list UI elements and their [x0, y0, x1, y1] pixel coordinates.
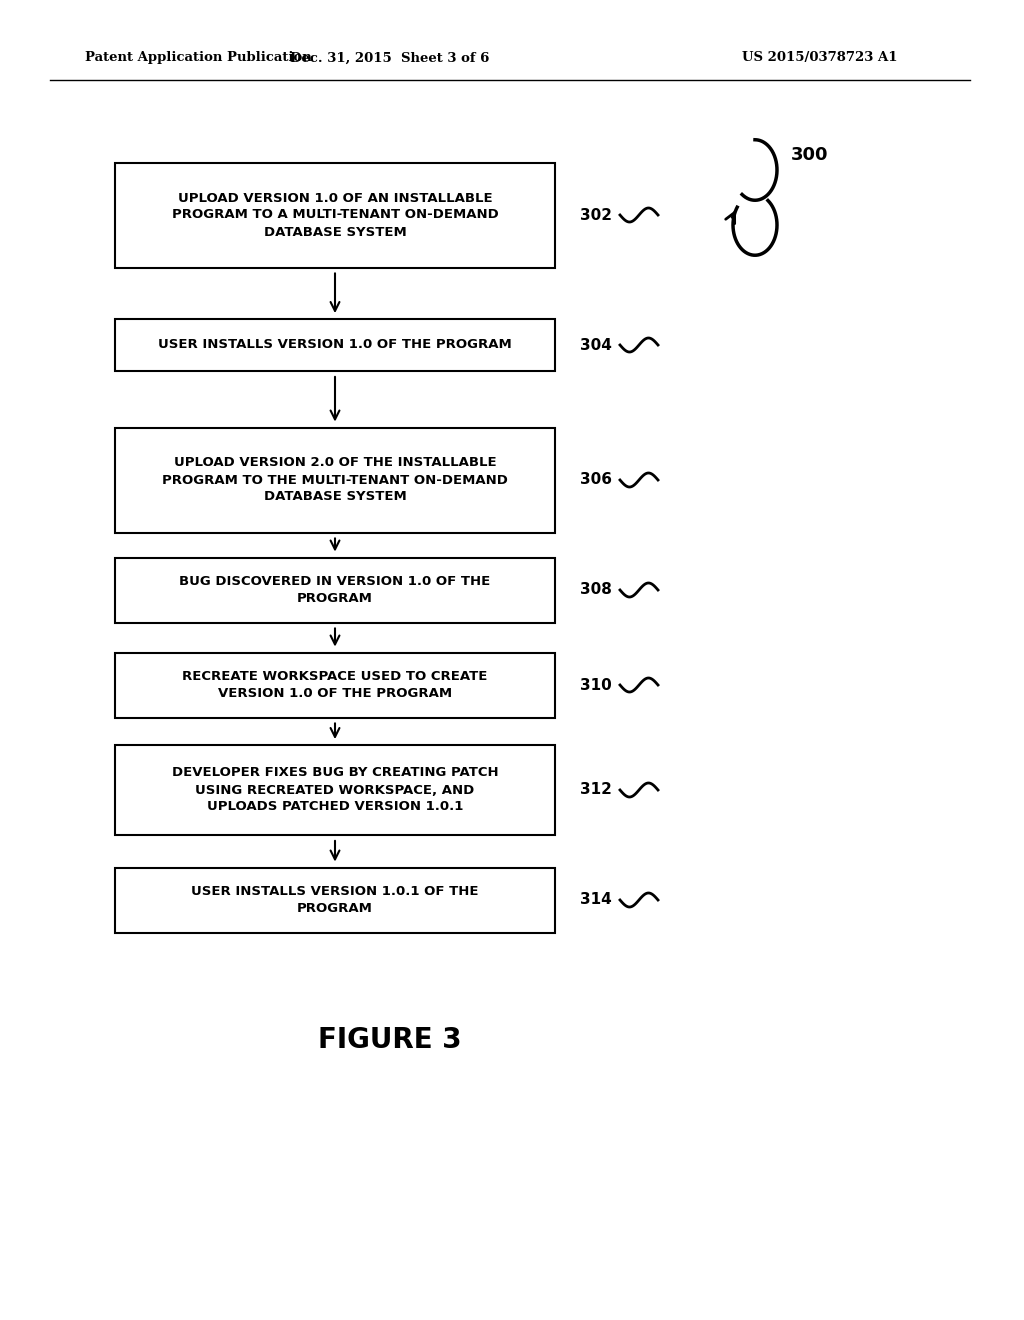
- Text: USER INSTALLS VERSION 1.0.1 OF THE: USER INSTALLS VERSION 1.0.1 OF THE: [191, 884, 479, 898]
- Text: Patent Application Publication: Patent Application Publication: [85, 51, 311, 65]
- Bar: [115, 652, 555, 718]
- Bar: [115, 867, 555, 932]
- Text: DEVELOPER FIXES BUG BY CREATING PATCH: DEVELOPER FIXES BUG BY CREATING PATCH: [172, 767, 499, 780]
- Text: US 2015/0378723 A1: US 2015/0378723 A1: [742, 51, 898, 65]
- Bar: [115, 744, 555, 836]
- Text: 302: 302: [580, 207, 612, 223]
- Text: PROGRAM: PROGRAM: [297, 902, 373, 915]
- Bar: [115, 162, 555, 268]
- Text: UPLOADS PATCHED VERSION 1.0.1: UPLOADS PATCHED VERSION 1.0.1: [207, 800, 463, 813]
- Text: PROGRAM TO THE MULTI-TENANT ON-DEMAND: PROGRAM TO THE MULTI-TENANT ON-DEMAND: [162, 474, 508, 487]
- Bar: [115, 428, 555, 532]
- Text: 304: 304: [580, 338, 612, 352]
- Text: USING RECREATED WORKSPACE, AND: USING RECREATED WORKSPACE, AND: [196, 784, 475, 796]
- Text: RECREATE WORKSPACE USED TO CREATE: RECREATE WORKSPACE USED TO CREATE: [182, 671, 487, 682]
- Text: DATABASE SYSTEM: DATABASE SYSTEM: [263, 491, 407, 503]
- Text: UPLOAD VERSION 1.0 OF AN INSTALLABLE: UPLOAD VERSION 1.0 OF AN INSTALLABLE: [178, 191, 493, 205]
- Text: USER INSTALLS VERSION 1.0 OF THE PROGRAM: USER INSTALLS VERSION 1.0 OF THE PROGRAM: [158, 338, 512, 351]
- Text: PROGRAM TO A MULTI-TENANT ON-DEMAND: PROGRAM TO A MULTI-TENANT ON-DEMAND: [172, 209, 499, 222]
- Text: 312: 312: [580, 783, 612, 797]
- Text: 308: 308: [580, 582, 612, 598]
- Text: DATABASE SYSTEM: DATABASE SYSTEM: [263, 226, 407, 239]
- Text: 310: 310: [580, 677, 611, 693]
- Text: 300: 300: [792, 147, 828, 164]
- Text: VERSION 1.0 OF THE PROGRAM: VERSION 1.0 OF THE PROGRAM: [218, 686, 452, 700]
- Text: FIGURE 3: FIGURE 3: [318, 1026, 462, 1053]
- Text: Dec. 31, 2015  Sheet 3 of 6: Dec. 31, 2015 Sheet 3 of 6: [291, 51, 489, 65]
- Text: PROGRAM: PROGRAM: [297, 591, 373, 605]
- Bar: [115, 557, 555, 623]
- Text: 314: 314: [580, 892, 611, 908]
- Bar: [115, 319, 555, 371]
- Text: 306: 306: [580, 473, 612, 487]
- Text: BUG DISCOVERED IN VERSION 1.0 OF THE: BUG DISCOVERED IN VERSION 1.0 OF THE: [179, 576, 490, 587]
- Text: UPLOAD VERSION 2.0 OF THE INSTALLABLE: UPLOAD VERSION 2.0 OF THE INSTALLABLE: [174, 457, 497, 470]
